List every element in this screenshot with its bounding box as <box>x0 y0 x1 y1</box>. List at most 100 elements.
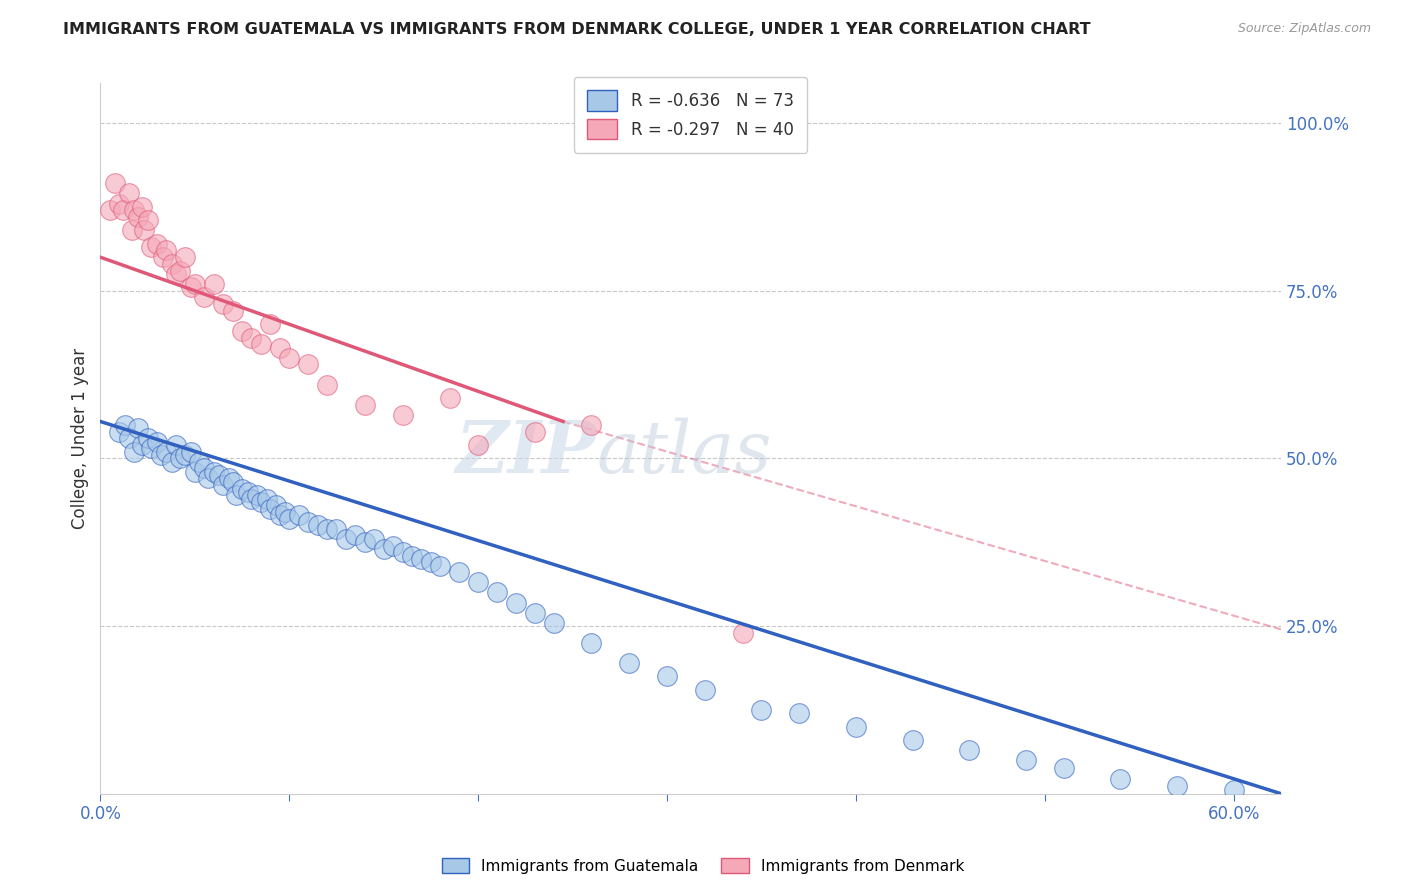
Point <box>165 267 187 281</box>
Point <box>250 495 273 509</box>
Point <box>202 277 225 291</box>
Point <box>127 421 149 435</box>
Point <box>136 431 159 445</box>
Legend: R = -0.636   N = 73, R = -0.297   N = 40: R = -0.636 N = 73, R = -0.297 N = 40 <box>574 77 807 153</box>
Point <box>373 541 395 556</box>
Point <box>146 434 169 449</box>
Point <box>165 438 187 452</box>
Point <box>240 331 263 345</box>
Point <box>250 337 273 351</box>
Point <box>1222 783 1244 797</box>
Point <box>325 522 347 536</box>
Point <box>240 491 263 506</box>
Point <box>335 532 357 546</box>
Point <box>264 499 287 513</box>
Point <box>269 508 291 523</box>
Point <box>193 290 215 304</box>
Point <box>274 505 297 519</box>
Point <box>180 444 202 458</box>
Point <box>439 391 461 405</box>
Point <box>1015 753 1038 767</box>
Point <box>316 522 339 536</box>
Point <box>221 475 243 489</box>
Point <box>693 682 716 697</box>
Point <box>269 341 291 355</box>
Point <box>353 398 375 412</box>
Point <box>169 451 191 466</box>
Text: Source: ZipAtlas.com: Source: ZipAtlas.com <box>1237 22 1371 36</box>
Point <box>180 280 202 294</box>
Y-axis label: College, Under 1 year: College, Under 1 year <box>72 348 89 529</box>
Point <box>419 555 441 569</box>
Point <box>787 706 810 721</box>
Point <box>523 606 546 620</box>
Point <box>307 518 329 533</box>
Point <box>124 203 146 218</box>
Point <box>259 318 281 332</box>
Point <box>187 455 209 469</box>
Point <box>184 277 207 291</box>
Point <box>901 733 924 747</box>
Point <box>111 203 134 218</box>
Point <box>429 558 451 573</box>
Point <box>146 236 169 251</box>
Point <box>118 186 141 201</box>
Point <box>259 501 281 516</box>
Point <box>344 528 367 542</box>
Point <box>121 223 143 237</box>
Point <box>108 425 131 439</box>
Text: atlas: atlas <box>596 417 772 488</box>
Point <box>391 408 413 422</box>
Point <box>231 324 253 338</box>
Point <box>174 448 197 462</box>
Point <box>287 508 309 523</box>
Point <box>619 656 641 670</box>
Point <box>221 303 243 318</box>
Point <box>155 444 177 458</box>
Point <box>581 417 603 432</box>
Point <box>131 438 153 452</box>
Point <box>141 240 163 254</box>
Point <box>208 468 231 483</box>
Point <box>184 465 207 479</box>
Point <box>225 488 247 502</box>
Point <box>1109 772 1132 786</box>
Point <box>845 720 868 734</box>
Point <box>141 442 163 456</box>
Point <box>212 297 235 311</box>
Point <box>104 177 127 191</box>
Point <box>246 488 269 502</box>
Point <box>751 703 773 717</box>
Point <box>160 455 183 469</box>
Point <box>391 545 413 559</box>
Point <box>155 244 177 258</box>
Point <box>108 196 131 211</box>
Point <box>467 575 489 590</box>
Point <box>353 535 375 549</box>
Point <box>505 596 527 610</box>
Point <box>124 444 146 458</box>
Point <box>731 625 754 640</box>
Point <box>114 417 136 432</box>
Point <box>127 210 149 224</box>
Point <box>131 200 153 214</box>
Point <box>98 203 121 218</box>
Point <box>193 461 215 475</box>
Point <box>543 615 565 630</box>
Point <box>160 257 183 271</box>
Point <box>382 539 405 553</box>
Point <box>1053 761 1076 775</box>
Point <box>467 438 489 452</box>
Point <box>136 213 159 227</box>
Point <box>316 377 339 392</box>
Point <box>486 585 509 599</box>
Point <box>236 484 259 499</box>
Point <box>957 743 980 757</box>
Point <box>202 465 225 479</box>
Point <box>297 358 319 372</box>
Point <box>218 471 240 485</box>
Point <box>169 263 191 277</box>
Point <box>411 552 433 566</box>
Point <box>174 250 197 264</box>
Point <box>449 566 471 580</box>
